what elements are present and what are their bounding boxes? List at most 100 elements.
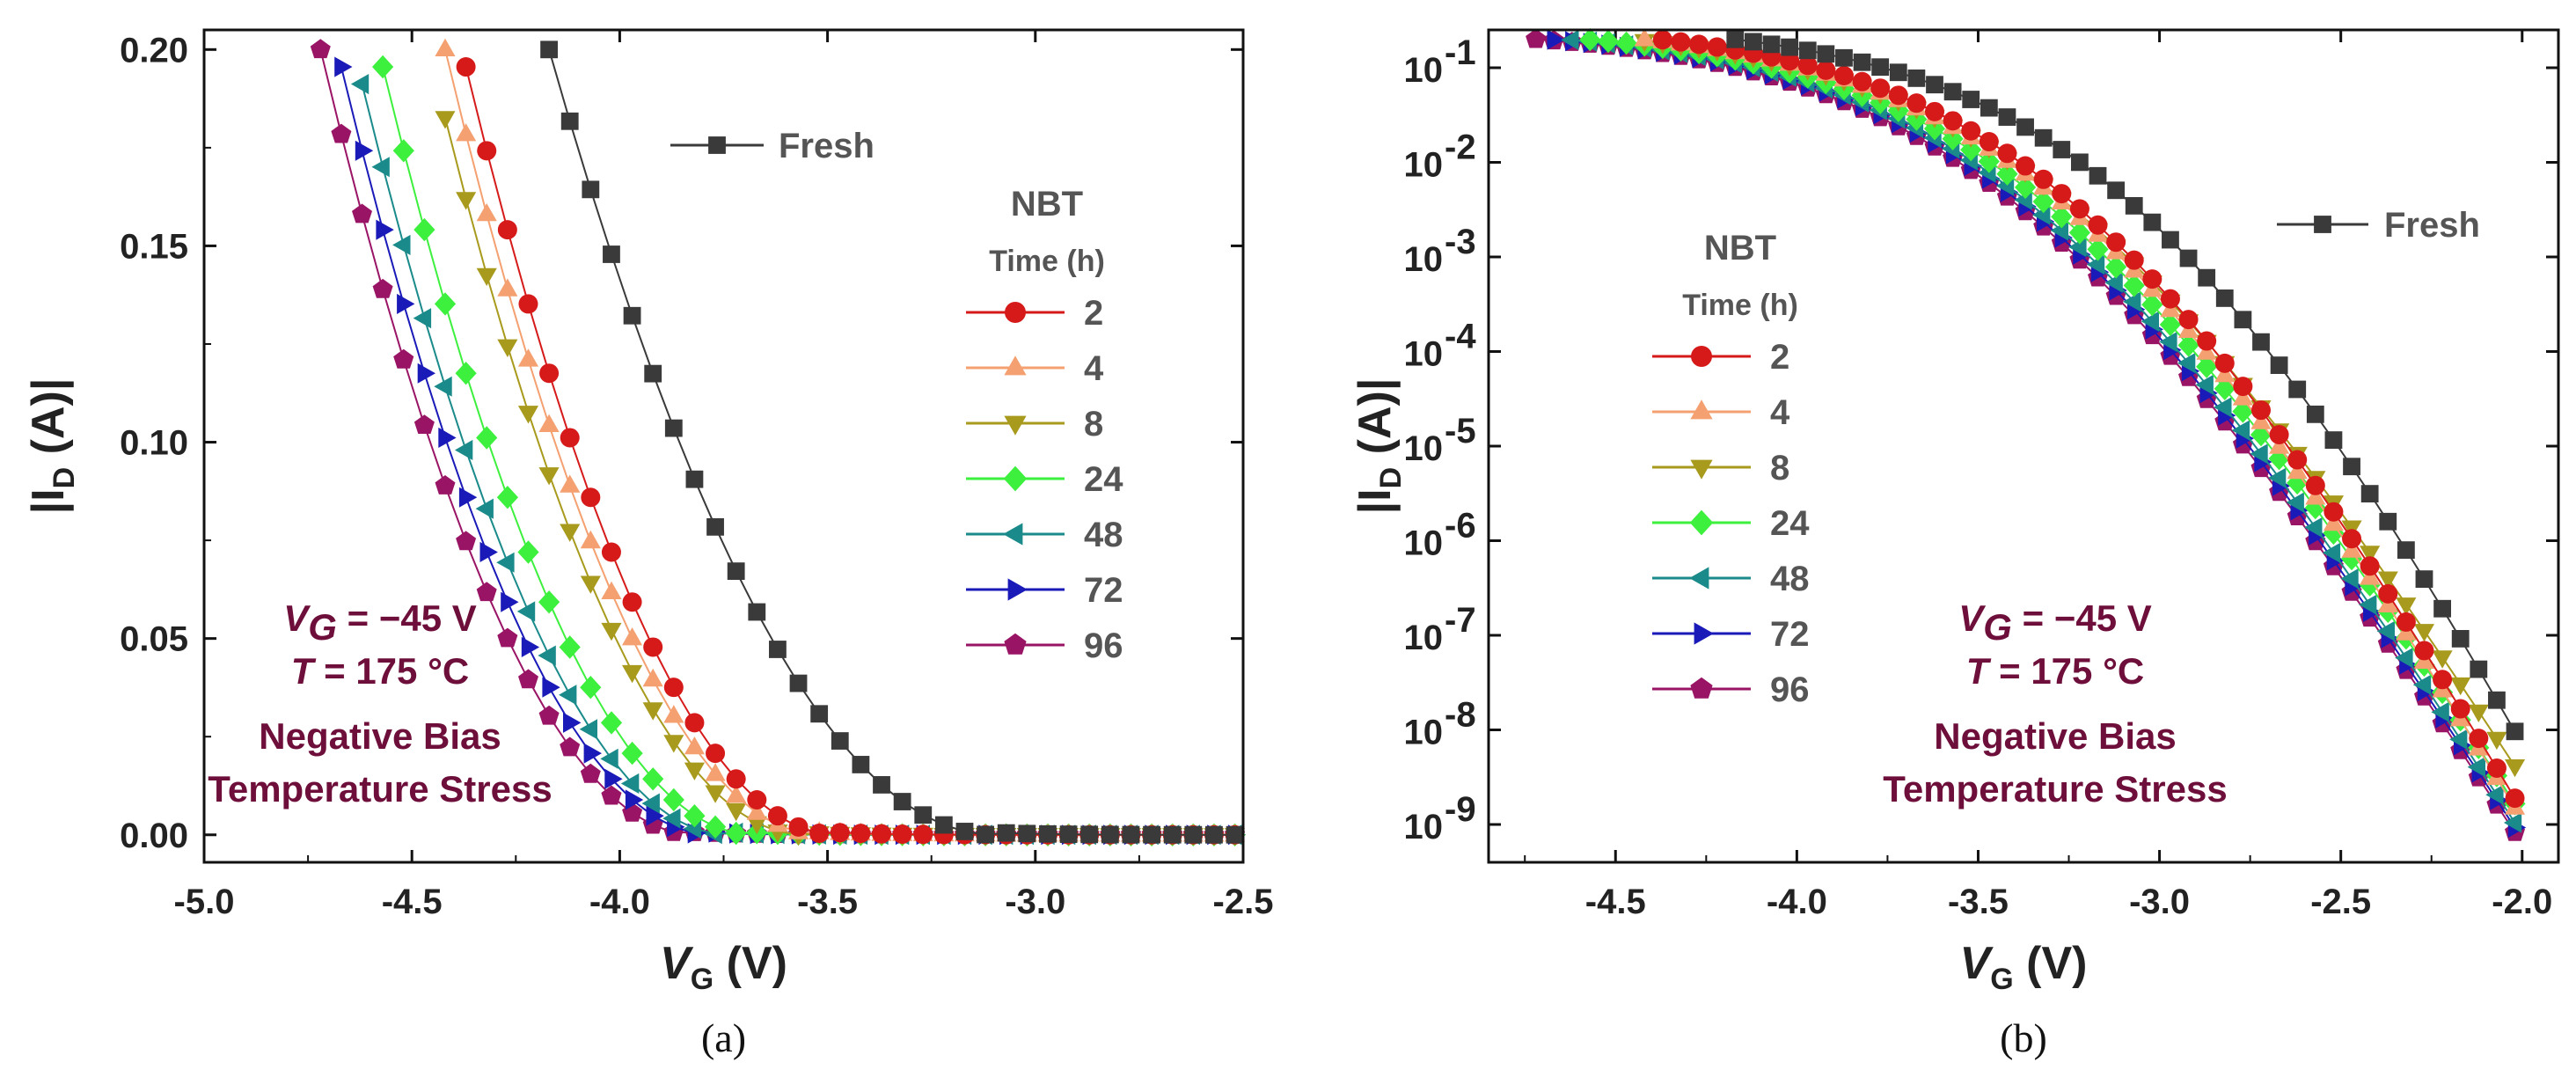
data-point: [355, 140, 374, 161]
data-point: [1816, 60, 1836, 80]
data-point: [393, 348, 414, 369]
data-point: [2414, 641, 2434, 661]
data-point: [582, 180, 600, 199]
data-point: [2089, 166, 2107, 185]
annotation-temperature: T = 175 °C: [1966, 650, 2144, 692]
data-point: [601, 581, 622, 599]
data-point: [2051, 205, 2073, 229]
data-point: [2270, 356, 2288, 374]
legend-label: 4: [1770, 393, 1790, 432]
legend-label: 2: [1770, 338, 1789, 377]
data-point: [517, 406, 538, 424]
data-point: [997, 824, 1015, 842]
data-point: [646, 805, 664, 826]
panel-a: -5.0 -4.5 -4.0 -3.5 -3.0 -2.5 0.00 0.05 0.10 0.15…: [23, 28, 1273, 1060]
data-point: [518, 294, 538, 314]
data-point: [2377, 571, 2398, 590]
data-point: [1961, 121, 1981, 141]
data-point: [2397, 541, 2415, 560]
series-line: [465, 66, 1235, 836]
data-point: [2360, 567, 2381, 585]
annotation-rest: = −45 V: [337, 597, 477, 639]
data-point: [644, 364, 662, 383]
data-point: [2214, 363, 2236, 383]
data-point: [559, 685, 577, 706]
panel-b-y-axis-label: |ID (A)|: [1350, 378, 1408, 515]
data-point: [456, 123, 477, 142]
data-point: [496, 552, 515, 573]
y-tick-label: 10: [1404, 808, 1444, 846]
legend-marker: [1004, 355, 1027, 376]
annotation-var: V: [283, 597, 311, 639]
data-point: [580, 763, 601, 783]
data-point: [579, 719, 597, 740]
data-point: [726, 802, 747, 822]
data-point: [2412, 674, 2432, 695]
legend-label: 72: [1084, 571, 1123, 610]
legend-label: 96: [1770, 670, 1810, 709]
legend-label-fresh: Fresh: [2384, 206, 2480, 245]
data-point: [600, 711, 623, 735]
data-point: [1781, 38, 1799, 56]
panel-a-plot-frame: [202, 28, 1245, 864]
y-tick-exponent: -4: [1445, 318, 1476, 356]
legend-marker: [2314, 216, 2331, 233]
legend-marker: [1690, 677, 1713, 699]
data-point: [438, 427, 457, 448]
data-point: [2432, 650, 2453, 669]
data-point: [2086, 254, 2105, 275]
data-point: [2088, 215, 2108, 235]
data-point: [1597, 29, 1620, 54]
legend-marker: [1689, 509, 1714, 536]
data-point: [2469, 729, 2489, 749]
data-point: [2016, 156, 2036, 176]
data-point: [2068, 237, 2087, 258]
data-point: [684, 713, 705, 733]
data-point: [2413, 624, 2434, 642]
data-point: [538, 467, 560, 486]
data-point: [1998, 108, 2016, 126]
data-point: [476, 582, 497, 602]
legend-marker: [708, 136, 726, 154]
data-point: [2468, 704, 2489, 722]
data-point: [623, 306, 641, 325]
data-point: [435, 111, 456, 129]
data-point: [1979, 132, 1999, 152]
data-point: [2070, 153, 2089, 172]
series-fresh: [1726, 30, 2524, 741]
data-point: [1561, 29, 1579, 50]
x-label-unit: (V): [714, 938, 787, 989]
data-point: [914, 806, 933, 824]
data-point: [2505, 759, 2526, 778]
data-point: [2034, 128, 2053, 147]
data-point: [1907, 70, 1926, 87]
data-point: [873, 776, 890, 794]
data-point: [517, 348, 538, 367]
data-point: [769, 641, 787, 658]
data-point: [334, 56, 353, 77]
data-point: [518, 669, 538, 689]
data-point: [2160, 289, 2180, 309]
data-point: [2433, 670, 2453, 690]
x-tick-label: -5.0: [174, 883, 235, 921]
x-tick-label: -4.0: [1767, 883, 1827, 921]
y-tick-exponent: -5: [1445, 412, 1476, 451]
data-point: [2376, 620, 2395, 641]
data-point: [789, 674, 808, 692]
data-point: [477, 141, 497, 161]
panel-a-caption: (a): [701, 1015, 746, 1060]
y-tick-label: 10: [1404, 429, 1444, 468]
legend-label: 24: [1770, 504, 1810, 543]
data-point: [2252, 333, 2270, 351]
panel-a-y-axis-label: |ID (A)|: [23, 378, 81, 515]
data-point: [2450, 677, 2471, 696]
data-point: [2234, 311, 2252, 329]
series-48h: [1561, 29, 2522, 833]
data-point: [455, 362, 477, 385]
data-point: [2233, 377, 2253, 397]
data-point: [2195, 374, 2214, 395]
data-point: [2125, 196, 2143, 215]
y-label-unit: (A)|: [1350, 378, 1401, 467]
